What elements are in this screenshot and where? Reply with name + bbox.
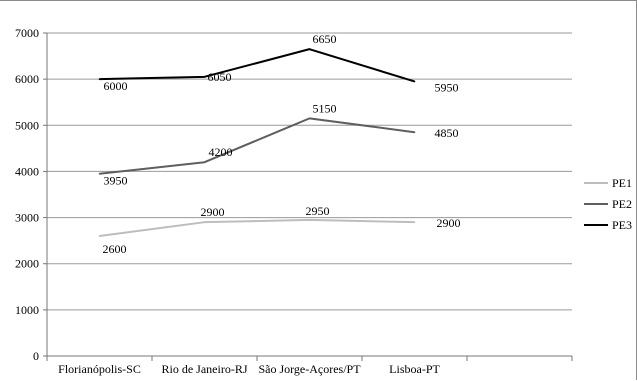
x-tick-label: Rio de Janeiro-RJ bbox=[162, 362, 248, 376]
legend-label: PE3 bbox=[612, 218, 632, 232]
data-label: 5150 bbox=[313, 101, 337, 115]
data-label: 6050 bbox=[208, 70, 232, 84]
x-tick-label: Lisboa-PT bbox=[389, 362, 440, 376]
y-tick-labels: 0 1000 2000 3000 4000 5000 6000 7000 bbox=[15, 26, 39, 363]
data-label: 2600 bbox=[103, 242, 127, 256]
legend: PE1 PE2 PE3 bbox=[584, 176, 632, 232]
y-tick-label: 3000 bbox=[15, 211, 39, 225]
data-label: 4200 bbox=[209, 145, 233, 159]
data-point bbox=[308, 117, 311, 120]
series-lines bbox=[98, 48, 416, 238]
data-point bbox=[308, 48, 311, 50]
data-point bbox=[413, 221, 416, 223]
y-tick-label: 5000 bbox=[15, 118, 39, 132]
y-tick-label: 4000 bbox=[15, 164, 39, 178]
data-label: 6650 bbox=[313, 32, 337, 46]
series-line-pe3 bbox=[99, 48, 415, 83]
data-label: 5950 bbox=[435, 80, 459, 94]
data-label: 2950 bbox=[306, 204, 330, 218]
x-tick-label: São Jorge-Açores/PT bbox=[258, 362, 361, 376]
data-point bbox=[413, 80, 416, 83]
data-label: 6000 bbox=[104, 79, 128, 93]
data-point bbox=[203, 161, 206, 163]
data-point bbox=[98, 172, 101, 175]
y-tick-label: 6000 bbox=[15, 72, 39, 86]
series-line-pe1 bbox=[99, 218, 415, 238]
data-point bbox=[308, 219, 311, 221]
data-point bbox=[413, 131, 416, 134]
y-tick-label: 1000 bbox=[15, 303, 39, 317]
data-point bbox=[203, 221, 206, 223]
data-label: 3950 bbox=[104, 174, 128, 188]
data-label: 2900 bbox=[201, 205, 225, 219]
data-label: 2900 bbox=[437, 216, 461, 230]
data-labels: 2600 2900 2950 2900 3950 4200 5150 4850 6000 6050… bbox=[103, 32, 461, 256]
series-line-pe2 bbox=[99, 117, 415, 175]
y-tick-label: 0 bbox=[33, 349, 39, 363]
legend-label: PE1 bbox=[612, 176, 632, 190]
data-point bbox=[98, 78, 101, 80]
y-tick-label: 7000 bbox=[15, 26, 39, 40]
data-point bbox=[98, 235, 101, 237]
data-label: 4850 bbox=[435, 126, 459, 140]
y-tick-label: 2000 bbox=[15, 257, 39, 271]
axes bbox=[43, 32, 573, 361]
legend-label: PE2 bbox=[612, 197, 632, 211]
x-tick-labels: Florianópolis-SC Rio de Janeiro-RJ São Jor… bbox=[58, 362, 440, 376]
data-point bbox=[203, 76, 206, 78]
x-tick-label: Florianópolis-SC bbox=[58, 362, 141, 376]
